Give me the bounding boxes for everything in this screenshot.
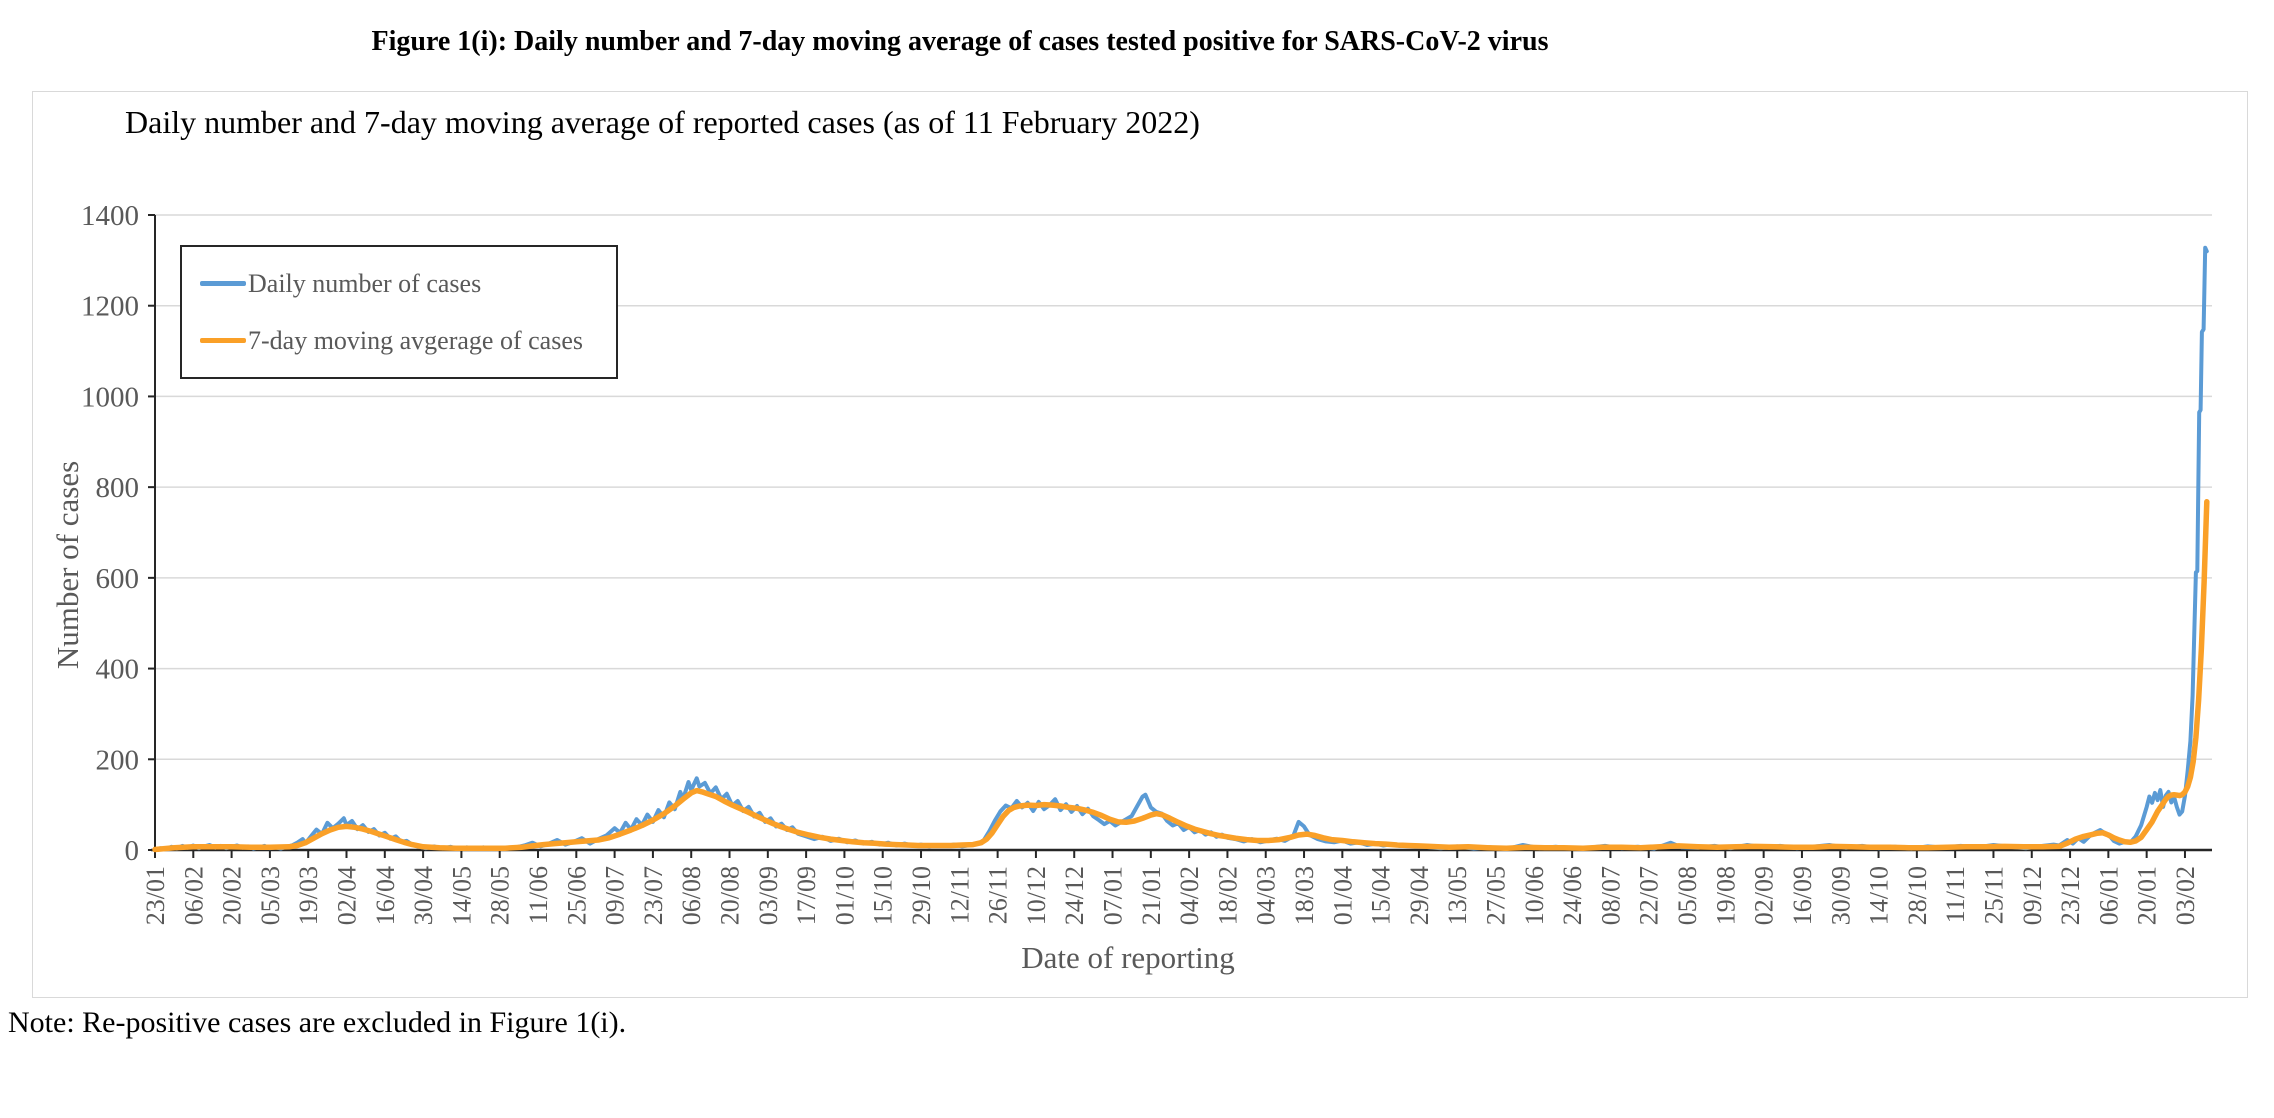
x-tick-label: 04/03	[1252, 866, 1281, 925]
y-tick-label: 1200	[81, 291, 139, 323]
x-tick-label: 11/06	[524, 866, 553, 924]
x-tick-label: 28/10	[1903, 866, 1932, 925]
x-tick-label: 20/01	[2133, 866, 2162, 925]
legend-label-daily: Daily number of cases	[248, 268, 482, 298]
x-tick-label: 03/09	[754, 866, 783, 925]
x-tick-label: 26/11	[984, 866, 1013, 924]
x-tick-label: 10/12	[1022, 866, 1051, 925]
x-tick-label: 02/09	[1750, 866, 1779, 925]
x-tick-label: 24/12	[1060, 866, 1089, 925]
x-tick-label: 29/10	[907, 866, 936, 925]
x-tick-label: 18/02	[1213, 866, 1242, 925]
x-tick-label: 06/08	[677, 866, 706, 925]
figure-title: Figure 1(i): Daily number and 7-day movi…	[371, 26, 1549, 57]
x-tick-label: 15/10	[869, 866, 898, 925]
x-tick-label: 23/12	[2056, 866, 2085, 925]
y-tick-label: 1000	[81, 381, 139, 413]
x-tick-label: 19/03	[294, 866, 323, 925]
legend-label-ma7: 7-day moving avgerage of cases	[248, 325, 583, 355]
ma7-line-swatch	[200, 338, 246, 343]
x-tick-label: 13/05	[1443, 866, 1472, 925]
x-tick-label: 05/08	[1673, 866, 1702, 925]
x-tick-label: 09/07	[601, 866, 630, 925]
y-tick-label: 1400	[81, 200, 139, 232]
x-tick-label: 14/10	[1865, 866, 1894, 925]
x-tick-label: 06/02	[179, 866, 208, 925]
x-tick-label: 03/02	[2171, 866, 2200, 925]
x-tick-label: 24/06	[1558, 866, 1587, 925]
y-tick-label: 800	[96, 472, 140, 504]
y-tick-label: 600	[96, 563, 140, 595]
ma7-cases-line	[152, 498, 2210, 853]
x-tick-label: 28/05	[486, 866, 515, 925]
x-tick-label: 20/02	[218, 866, 247, 925]
figure-note: Note: Re-positive cases are excluded in …	[8, 1006, 627, 1039]
x-tick-label: 20/08	[716, 866, 745, 925]
daily-line-swatch	[200, 281, 246, 286]
x-tick-label: 04/02	[1175, 866, 1204, 925]
y-tick-label: 400	[96, 654, 140, 686]
x-tick-label: 15/04	[1367, 866, 1396, 925]
legend: Daily number of cases 7-day moving avger…	[180, 245, 618, 379]
x-tick-label: 27/05	[1482, 866, 1511, 925]
x-tick-label: 21/01	[1137, 866, 1166, 925]
x-tick-label: 19/08	[1711, 866, 1740, 925]
x-tick-label: 25/11	[1979, 866, 2008, 924]
x-tick-label: 16/04	[371, 866, 400, 925]
x-tick-label: 18/03	[1290, 866, 1319, 925]
x-axis-title: Date of reporting	[1021, 940, 1234, 975]
x-tick-label: 16/09	[1788, 866, 1817, 925]
x-tick-label: 08/07	[1596, 866, 1625, 925]
x-tick-label: 23/01	[141, 866, 170, 925]
x-tick-label: 14/05	[447, 866, 476, 925]
legend-item-ma7: 7-day moving avgerage of cases	[200, 326, 616, 356]
x-tick-label: 02/04	[333, 866, 362, 925]
x-tick-label: 23/07	[639, 866, 668, 925]
x-tick-label: 29/04	[1405, 866, 1434, 925]
x-tick-label: 06/01	[2094, 866, 2123, 925]
x-tick-label: 09/12	[2018, 866, 2047, 925]
x-tick-label: 25/06	[562, 866, 591, 925]
legend-item-daily: Daily number of cases	[200, 269, 616, 299]
chart-subtitle: Daily number and 7-day moving average of…	[125, 104, 1200, 140]
x-tick-label: 30/04	[409, 866, 438, 925]
x-tick-label: 17/09	[792, 866, 821, 925]
x-tick-label: 12/11	[945, 866, 974, 924]
x-tick-label: 01/10	[830, 866, 859, 925]
x-tick-label: 11/11	[1941, 866, 1970, 923]
x-tick-label: 22/07	[1635, 866, 1664, 925]
x-tick-label: 10/06	[1520, 866, 1549, 925]
x-tick-label: 07/01	[1099, 866, 1128, 925]
x-tick-label: 05/03	[256, 866, 285, 925]
y-axis-title: Number of cases	[50, 461, 85, 669]
x-tick-label: 30/09	[1826, 866, 1855, 925]
x-tick-label: 01/04	[1328, 866, 1357, 925]
y-tick-label: 0	[125, 835, 140, 867]
y-tick-label: 200	[96, 744, 140, 776]
